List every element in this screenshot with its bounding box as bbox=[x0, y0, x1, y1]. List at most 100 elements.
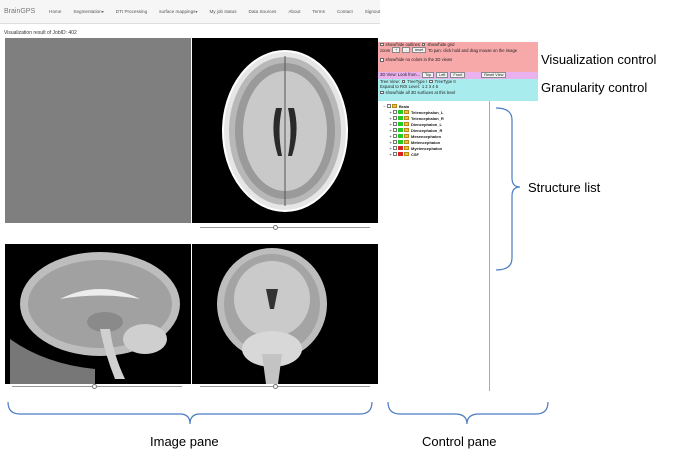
nav-item-signout[interactable]: Signout bbox=[359, 9, 387, 14]
color-swatch[interactable] bbox=[398, 140, 403, 144]
structure-label: Telencephalon_L bbox=[411, 109, 444, 115]
reset-view-button[interactable]: Reset View bbox=[481, 72, 507, 78]
structure-list-annotation: Structure list bbox=[528, 180, 601, 195]
nav-item-label: Contact bbox=[336, 9, 353, 14]
tree-type-1-label: TreeType I bbox=[407, 79, 428, 84]
no-colors-checkbox[interactable] bbox=[380, 58, 384, 62]
coronal-view[interactable] bbox=[192, 244, 378, 384]
view-front-button[interactable]: Front bbox=[450, 72, 466, 78]
nav-item-home[interactable]: Home bbox=[43, 9, 67, 14]
structure-item[interactable]: − Brain bbox=[378, 103, 489, 109]
expand-icon[interactable]: + bbox=[389, 115, 392, 121]
nav-item-data-sources[interactable]: Data Sources bbox=[243, 9, 283, 14]
axial-brain-image bbox=[222, 50, 348, 212]
expand-roi-label: Expand to ROI Level: bbox=[380, 84, 420, 90]
tree-type-2-radio[interactable] bbox=[429, 79, 433, 84]
structure-label: Brain bbox=[399, 103, 410, 109]
structure-item[interactable]: + Myelencephalon bbox=[378, 145, 489, 151]
structure-item[interactable]: + Telencephalon_L bbox=[378, 109, 489, 115]
expand-icon[interactable]: + bbox=[389, 109, 392, 115]
structure-checkbox[interactable] bbox=[393, 146, 397, 150]
sagittal-view[interactable] bbox=[5, 244, 191, 384]
folder-icon bbox=[404, 122, 409, 126]
color-swatch[interactable] bbox=[398, 110, 403, 114]
brand-logo[interactable]: BrainGPS bbox=[4, 8, 36, 15]
structure-item[interactable]: + Mesencephalon bbox=[378, 133, 489, 139]
outlines-label: show/hide outlines bbox=[385, 42, 420, 47]
color-swatch[interactable] bbox=[398, 146, 403, 150]
expand-icon[interactable]: + bbox=[389, 145, 392, 151]
grid-checkbox[interactable] bbox=[421, 42, 426, 47]
structure-label: CSF bbox=[411, 151, 419, 157]
structure-item[interactable]: + CSF bbox=[378, 151, 489, 157]
structure-checkbox[interactable] bbox=[393, 134, 397, 138]
no-colors-label: show/hide no colors in the 2D views bbox=[385, 57, 453, 63]
folder-icon bbox=[404, 134, 409, 138]
nav-menu: Home Segmentation▾ DTI Processing surface m… bbox=[43, 9, 386, 14]
structure-label: Metencephalon bbox=[411, 139, 441, 145]
nav-item-my-job-status[interactable]: My job status bbox=[203, 9, 242, 14]
structure-item[interactable]: + Metencephalon bbox=[378, 139, 489, 145]
color-swatch[interactable] bbox=[398, 122, 403, 126]
visualization-control-annotation: Visualization control bbox=[541, 52, 657, 67]
color-swatch[interactable] bbox=[398, 116, 403, 120]
structure-item[interactable]: + Diencephalon_L bbox=[378, 121, 489, 127]
expand-icon[interactable]: + bbox=[389, 139, 392, 145]
nav-item-segmentation[interactable]: Segmentation▾ bbox=[67, 9, 109, 14]
folder-icon bbox=[404, 128, 409, 132]
axial-view[interactable] bbox=[192, 38, 378, 223]
collapse-icon[interactable]: − bbox=[383, 103, 386, 109]
zoom-reset-button[interactable]: reset bbox=[411, 47, 427, 54]
nav-item-label: surface mappings bbox=[159, 9, 196, 14]
nav-item-terms[interactable]: Terms bbox=[306, 9, 331, 14]
sagittal-slider-knob[interactable] bbox=[92, 384, 97, 389]
view-top-button[interactable]: Top bbox=[421, 72, 435, 78]
expand-icon[interactable]: + bbox=[389, 121, 392, 127]
structure-checkbox[interactable] bbox=[393, 140, 397, 144]
empty-3d-view[interactable] bbox=[5, 38, 191, 223]
nav-item-dti-processing[interactable]: DTI Processing bbox=[110, 9, 153, 14]
structure-item[interactable]: + Diencephalon_R bbox=[378, 127, 489, 133]
expand-icon[interactable]: + bbox=[389, 151, 392, 157]
axial-slider-knob[interactable] bbox=[273, 225, 278, 230]
coronal-slice-slider[interactable] bbox=[200, 384, 370, 389]
folder-icon bbox=[404, 110, 409, 114]
surfaces-label: show/hide all 3D surfaces at this level bbox=[385, 89, 456, 95]
nav-item-label: DTI Processing bbox=[115, 9, 148, 14]
outlines-checkbox[interactable] bbox=[380, 42, 384, 47]
nav-item-label: Home bbox=[49, 9, 62, 14]
view-left-button[interactable]: Left bbox=[436, 72, 449, 78]
coronal-brain-image bbox=[217, 248, 327, 384]
zoom-in-button[interactable]: + bbox=[392, 47, 401, 54]
grid-label: show/hide grid bbox=[427, 42, 455, 47]
coronal-slider-knob[interactable] bbox=[273, 384, 278, 389]
nav-item-surface-mappings[interactable]: surface mappings▾ bbox=[153, 9, 203, 14]
structure-item[interactable]: + Telencephalon_R bbox=[378, 115, 489, 121]
structure-checkbox[interactable] bbox=[393, 128, 397, 132]
surfaces-checkbox[interactable] bbox=[380, 90, 384, 95]
nav-item-label: Data Sources bbox=[248, 9, 277, 14]
sagittal-slice-slider[interactable] bbox=[12, 384, 182, 389]
structure-label: Diencephalon_L bbox=[411, 121, 442, 127]
roi-level-options[interactable]: 1 2 3 4 5 bbox=[421, 84, 439, 90]
expand-icon[interactable]: + bbox=[389, 127, 392, 133]
nav-item-contact[interactable]: Contact bbox=[331, 9, 359, 14]
tree-type-2-label: TreeType II bbox=[434, 79, 456, 84]
structure-checkbox[interactable] bbox=[393, 152, 397, 156]
structure-checkbox[interactable] bbox=[393, 116, 397, 120]
structure-checkbox[interactable] bbox=[393, 122, 397, 126]
color-swatch[interactable] bbox=[398, 128, 403, 132]
tree-type-1-radio[interactable] bbox=[401, 79, 406, 84]
zoom-out-button[interactable]: - bbox=[402, 47, 410, 54]
expand-icon[interactable]: + bbox=[389, 133, 392, 139]
nav-item-about[interactable]: About bbox=[282, 9, 306, 14]
axial-slice-slider[interactable] bbox=[200, 225, 370, 230]
structure-checkbox[interactable] bbox=[393, 110, 397, 114]
structure-checkbox[interactable] bbox=[387, 104, 391, 108]
view-3d-bar: 3D View: Look from... Top Left Front Res… bbox=[378, 72, 538, 79]
nav-item-label: My job status bbox=[209, 9, 237, 14]
granularity-control-annotation: Granularity control bbox=[541, 80, 648, 95]
color-swatch[interactable] bbox=[398, 134, 403, 138]
color-swatch[interactable] bbox=[398, 152, 403, 156]
structure-tree: − Brain + Telencephalon_L + Telencephalon_R + D… bbox=[378, 101, 490, 391]
